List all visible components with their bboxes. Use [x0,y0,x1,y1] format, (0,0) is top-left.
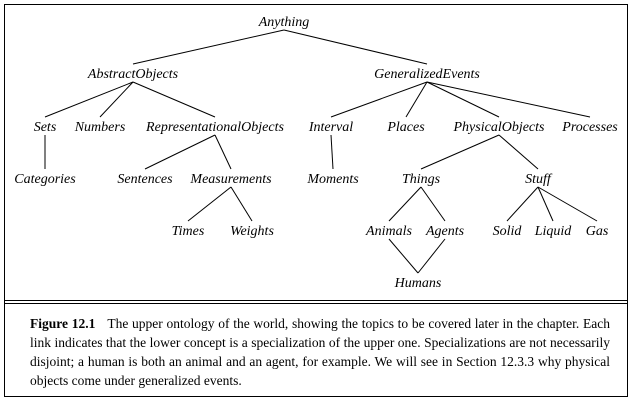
node-stuff: Stuff [525,172,553,187]
node-places: Places [386,120,425,135]
node-things: Things [402,172,441,187]
node-sets: Sets [34,120,57,135]
edge-measurements-weights [230,186,253,222]
node-measurements: Measurements [189,172,272,187]
tree-labels: Anything AbstractObjects GeneralizedEvents… [14,15,618,291]
edge-things-agents [420,186,446,222]
node-weights: Weights [230,224,274,239]
edge-physicalobjects-things [420,134,500,170]
node-interval: Interval [308,120,353,135]
node-liquid: Liquid [534,224,573,239]
edge-physicalobjects-stuff [498,134,539,170]
ontology-tree: Anything AbstractObjects GeneralizedEvents… [14,15,618,291]
node-abstractobjects: AbstractObjects [87,67,179,82]
node-humans: Humans [394,276,442,291]
edge-generalizedevents-physicalobjects [426,81,500,118]
edge-agents-humans [417,238,446,274]
edge-generalizedevents-interval [330,81,428,118]
divider-upper [4,300,628,301]
node-processes: Processes [561,120,618,135]
edge-interval-moments [330,134,334,170]
edge-anything-generalizedevents [283,29,428,65]
edge-generalizedevents-processes [426,81,591,118]
edge-abstractobjects-numbers [99,81,134,118]
figure-label: Figure 12.1 [30,316,96,331]
node-numbers: Numbers [74,120,126,135]
divider-lower [4,303,628,304]
edge-representationalobjects-measurements [214,134,232,170]
tree-edges [44,29,598,274]
edge-abstractobjects-representationalobjects [132,81,216,118]
node-solid: Solid [493,224,523,239]
edge-representationalobjects-sentences [144,134,216,170]
node-gas: Gas [586,224,609,239]
node-moments: Moments [306,172,359,187]
node-representationalobjects: RepresentationalObjects [145,120,284,135]
edge-stuff-liquid [537,186,554,222]
node-animals: Animals [365,224,412,239]
node-agents: Agents [425,224,465,239]
figure-caption-text: The upper ontology of the world, showing… [30,316,610,388]
node-generalizedevents: GeneralizedEvents [374,67,480,82]
edge-stuff-solid [506,186,539,222]
figure-caption: Figure 12.1 The upper ontology of the wor… [30,314,610,390]
node-categories: Categories [14,172,76,187]
edge-stuff-gas [537,186,598,222]
node-anything: Anything [258,15,310,30]
node-physicalobjects: PhysicalObjects [453,120,546,135]
edge-anything-abstractobjects [132,29,285,65]
edge-things-animals [388,186,422,222]
edge-animals-humans [388,238,419,274]
edge-generalizedevents-places [405,81,428,118]
figure-frame [4,4,628,397]
edge-abstractobjects-sets [44,81,134,118]
node-sentences: Sentences [117,172,173,187]
edge-measurements-times [187,186,232,222]
node-times: Times [172,224,205,239]
